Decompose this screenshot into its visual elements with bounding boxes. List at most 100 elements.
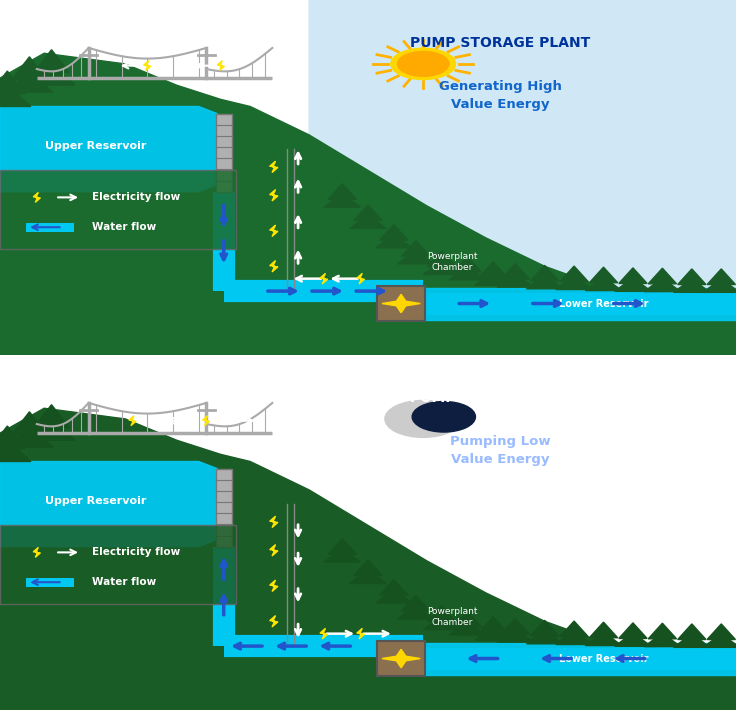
Polygon shape — [269, 190, 278, 201]
Text: PUMP STORAGE PLANT: PUMP STORAGE PLANT — [411, 391, 590, 405]
Polygon shape — [380, 579, 408, 595]
Polygon shape — [648, 623, 676, 639]
Polygon shape — [350, 569, 386, 584]
Polygon shape — [397, 250, 434, 264]
Polygon shape — [479, 262, 507, 278]
Polygon shape — [144, 61, 151, 70]
Polygon shape — [354, 560, 382, 576]
Polygon shape — [585, 277, 622, 290]
Circle shape — [385, 400, 461, 437]
Polygon shape — [453, 256, 481, 272]
Polygon shape — [615, 633, 651, 646]
Text: Electricity flow: Electricity flow — [92, 547, 180, 557]
Polygon shape — [269, 261, 278, 272]
Polygon shape — [402, 241, 430, 256]
Polygon shape — [428, 251, 456, 267]
Polygon shape — [703, 633, 736, 648]
Polygon shape — [354, 205, 382, 221]
Text: Upper Reservoir: Upper Reservoir — [45, 141, 146, 151]
Polygon shape — [644, 633, 681, 647]
Polygon shape — [615, 278, 651, 291]
Polygon shape — [6, 71, 53, 92]
Polygon shape — [12, 412, 47, 435]
Polygon shape — [0, 106, 217, 192]
Polygon shape — [0, 408, 736, 710]
Text: Water flow: Water flow — [92, 222, 156, 232]
Polygon shape — [423, 616, 460, 630]
Polygon shape — [560, 621, 588, 637]
Polygon shape — [590, 267, 618, 283]
Polygon shape — [269, 161, 278, 173]
Circle shape — [397, 52, 449, 77]
FancyBboxPatch shape — [378, 285, 425, 321]
Polygon shape — [0, 71, 25, 94]
Polygon shape — [707, 269, 735, 285]
Polygon shape — [357, 628, 364, 639]
Polygon shape — [375, 589, 412, 603]
Circle shape — [412, 402, 475, 432]
Polygon shape — [590, 622, 618, 638]
Polygon shape — [673, 278, 710, 293]
Polygon shape — [526, 275, 563, 289]
Polygon shape — [526, 630, 563, 644]
Polygon shape — [0, 85, 31, 106]
Polygon shape — [28, 64, 75, 85]
Polygon shape — [707, 624, 735, 640]
Polygon shape — [449, 621, 486, 635]
Polygon shape — [269, 516, 278, 528]
Polygon shape — [382, 294, 420, 312]
Polygon shape — [129, 416, 136, 426]
Polygon shape — [673, 633, 710, 648]
Polygon shape — [453, 611, 481, 627]
Polygon shape — [380, 224, 408, 240]
Text: Generating High
Value Energy: Generating High Value Energy — [439, 80, 562, 111]
Text: Water flow: Water flow — [92, 577, 156, 587]
Text: Pumping Low
Value Energy: Pumping Low Value Energy — [450, 435, 551, 466]
Polygon shape — [0, 440, 31, 462]
Polygon shape — [475, 271, 512, 285]
Polygon shape — [350, 214, 386, 229]
Polygon shape — [423, 261, 460, 275]
FancyBboxPatch shape — [378, 640, 425, 676]
Polygon shape — [585, 632, 622, 645]
Polygon shape — [644, 278, 681, 292]
Polygon shape — [619, 268, 647, 283]
Polygon shape — [33, 547, 40, 557]
Text: Lower Reservoir: Lower Reservoir — [559, 298, 648, 309]
Polygon shape — [269, 580, 278, 591]
Polygon shape — [0, 462, 217, 547]
Polygon shape — [320, 273, 328, 284]
Circle shape — [391, 48, 456, 80]
Text: Powerplant
Chamber: Powerplant Chamber — [428, 607, 478, 626]
Polygon shape — [357, 273, 364, 284]
Polygon shape — [382, 649, 420, 667]
Polygon shape — [34, 50, 69, 72]
Polygon shape — [328, 539, 356, 555]
Polygon shape — [402, 596, 430, 611]
Polygon shape — [428, 606, 456, 622]
Polygon shape — [531, 266, 559, 281]
Polygon shape — [269, 225, 278, 236]
Polygon shape — [556, 275, 592, 290]
Polygon shape — [531, 621, 559, 636]
FancyBboxPatch shape — [216, 469, 232, 547]
Polygon shape — [556, 630, 592, 645]
Polygon shape — [6, 426, 53, 447]
Polygon shape — [328, 184, 356, 200]
FancyBboxPatch shape — [26, 223, 74, 231]
Polygon shape — [678, 269, 706, 285]
Text: Lower Reservoir: Lower Reservoir — [559, 653, 648, 664]
Polygon shape — [324, 548, 361, 562]
FancyBboxPatch shape — [26, 578, 74, 586]
Polygon shape — [202, 416, 210, 426]
FancyBboxPatch shape — [0, 525, 236, 604]
Polygon shape — [479, 617, 507, 633]
Polygon shape — [678, 624, 706, 640]
Polygon shape — [497, 628, 534, 642]
Text: Upper Reservoir: Upper Reservoir — [45, 496, 146, 506]
Polygon shape — [501, 263, 529, 279]
Polygon shape — [497, 273, 534, 287]
Polygon shape — [397, 605, 434, 619]
Text: PUMP STORAGE PLANT: PUMP STORAGE PLANT — [411, 36, 590, 50]
Polygon shape — [12, 57, 47, 80]
